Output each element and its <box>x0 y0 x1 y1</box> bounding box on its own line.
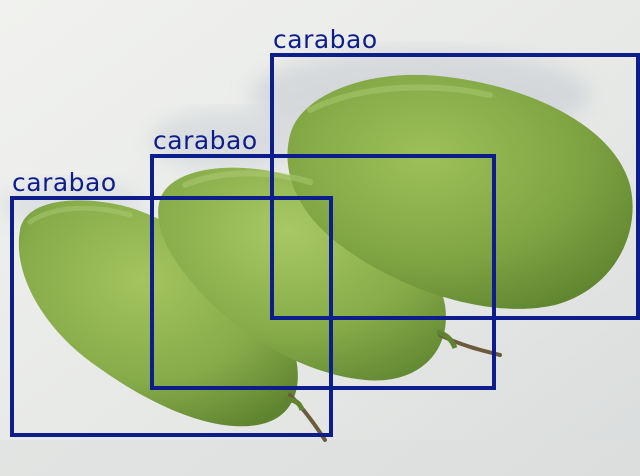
mango-left <box>18 200 298 427</box>
surface-edge <box>0 440 640 476</box>
mango-highlight <box>307 84 493 113</box>
detection-label: carabao <box>12 168 117 197</box>
detection-box <box>150 154 496 390</box>
mango-highlight <box>182 170 313 188</box>
mango-highlight <box>27 205 133 225</box>
mango-stem-base <box>282 397 305 411</box>
detection-label: carabao <box>153 126 258 155</box>
mango-stem-base <box>436 329 458 349</box>
detection-box <box>270 53 640 320</box>
detection-label: carabao <box>273 25 378 54</box>
mango-right <box>287 74 633 309</box>
